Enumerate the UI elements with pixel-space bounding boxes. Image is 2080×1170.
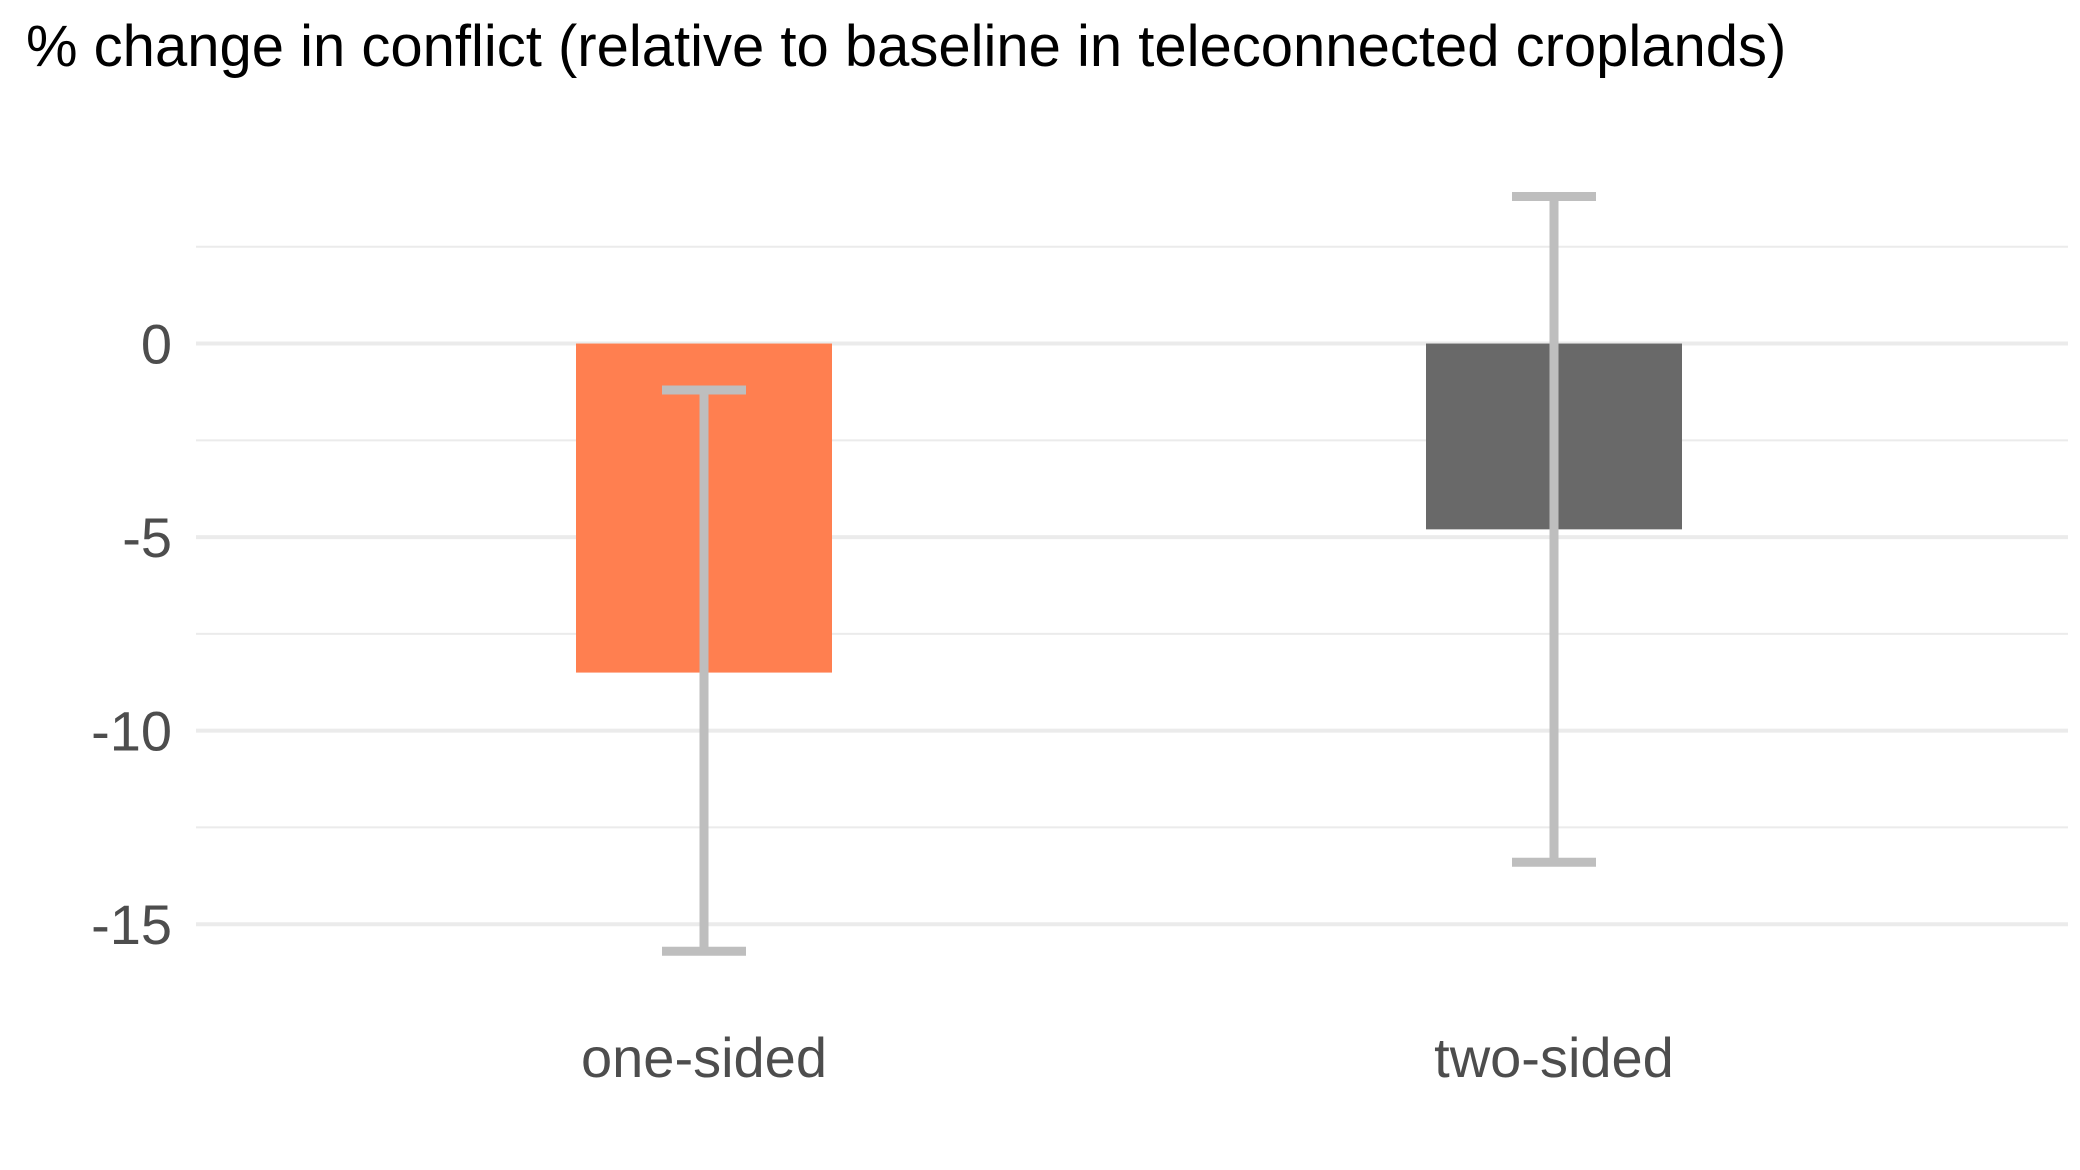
- x-tick-label: two-sided: [1434, 1026, 1674, 1089]
- x-tick-label: one-sided: [581, 1026, 827, 1089]
- x-axis-ticks: one-sided two-sided: [581, 1026, 1674, 1089]
- chart-title: % change in conflict (relative to baseli…: [26, 14, 1786, 79]
- y-tick-label: -10: [91, 700, 172, 763]
- y-axis-ticks: 0 -5 -10 -15: [91, 313, 172, 957]
- y-tick-label: -15: [91, 893, 172, 956]
- y-tick-label: 0: [141, 313, 172, 376]
- grid-lines: [196, 245, 2068, 927]
- error-bars: [662, 191, 1596, 956]
- y-tick-label: -5: [122, 506, 172, 569]
